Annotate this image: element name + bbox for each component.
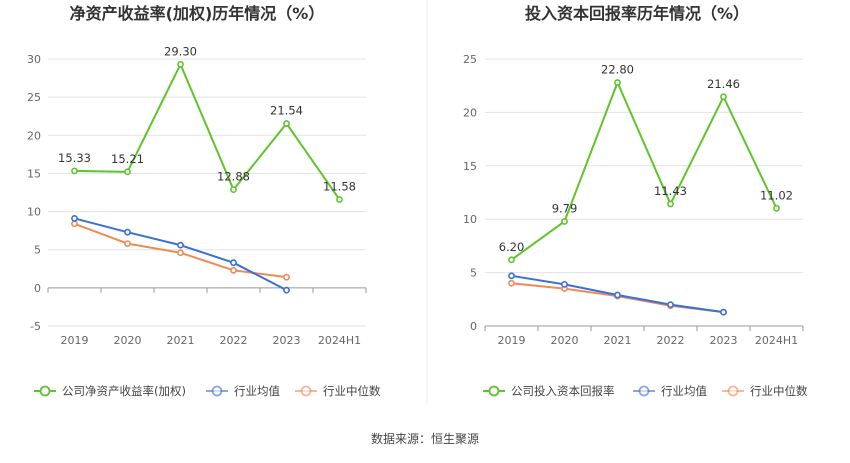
legend-swatch-marker bbox=[211, 385, 223, 397]
x-tick-label: 2019 bbox=[61, 334, 89, 347]
x-tick-label: 2024H1 bbox=[318, 334, 361, 347]
chart-title: 投入资本回报率历年情况（%） bbox=[525, 4, 749, 23]
legend-swatch-marker bbox=[727, 385, 739, 397]
data-label: 21.54 bbox=[270, 104, 303, 118]
y-tick-label: 5 bbox=[34, 244, 41, 257]
x-tick-label: 2024H1 bbox=[755, 334, 798, 347]
data-point-company bbox=[508, 256, 515, 264]
legend-label: 行业均值 bbox=[234, 384, 280, 398]
legend-label: 行业均值 bbox=[661, 384, 707, 398]
x-tick-label: 2021 bbox=[604, 334, 632, 347]
x-tick-label: 2023 bbox=[273, 334, 301, 347]
data-point-avg bbox=[283, 286, 290, 294]
legend-swatch-marker bbox=[300, 385, 312, 397]
legend-label: 行业中位数 bbox=[750, 384, 808, 398]
data-point-avg bbox=[614, 291, 621, 299]
y-tick-label: 0 bbox=[34, 282, 41, 295]
data-source-label: 数据来源：恒生聚源 bbox=[371, 431, 479, 446]
y-tick-label: 10 bbox=[463, 213, 477, 226]
data-point-avg bbox=[667, 301, 674, 309]
x-tick-label: 2022 bbox=[220, 334, 248, 347]
legend-label: 行业中位数 bbox=[323, 384, 381, 398]
x-tick-label: 2021 bbox=[167, 334, 195, 347]
data-label: 15.21 bbox=[111, 152, 144, 166]
data-point-avg bbox=[230, 259, 237, 267]
data-point-company bbox=[71, 167, 78, 175]
data-point-company bbox=[561, 218, 568, 225]
data-point-avg bbox=[177, 241, 184, 249]
y-tick-label: 25 bbox=[27, 91, 41, 104]
data-point-avg bbox=[124, 228, 131, 236]
legend-label: 公司投入资本回报率 bbox=[511, 384, 615, 398]
legend-swatch-marker bbox=[39, 385, 51, 397]
data-point-company bbox=[177, 60, 184, 68]
legend-swatch-marker bbox=[488, 385, 500, 397]
x-tick-label: 2019 bbox=[498, 334, 526, 347]
data-point-avg bbox=[71, 215, 78, 222]
series-line-company bbox=[74, 63, 341, 201]
data-label: 15.33 bbox=[58, 151, 91, 165]
series-line-company bbox=[510, 81, 778, 261]
data-point-company bbox=[614, 79, 621, 86]
data-label: 12.88 bbox=[217, 170, 250, 184]
data-point-median bbox=[230, 266, 237, 274]
data-point-company bbox=[230, 186, 237, 194]
y-tick-label: 10 bbox=[27, 206, 41, 219]
data-point-median bbox=[508, 279, 515, 287]
data-label: 11.58 bbox=[323, 180, 356, 194]
y-tick-label: 20 bbox=[27, 129, 41, 142]
roic-chart: 投入资本回报率历年情况（%） 0 5 10 15 20 25 2019 2020 2021 2022… bbox=[463, 4, 808, 398]
data-label: 22.80 bbox=[601, 62, 634, 76]
data-point-company bbox=[720, 93, 727, 101]
data-point-avg bbox=[720, 308, 727, 316]
x-tick-label: 2023 bbox=[710, 334, 738, 347]
y-tick-label: 5 bbox=[470, 267, 477, 280]
y-tick-label: -5 bbox=[30, 320, 41, 333]
data-point-company bbox=[773, 204, 780, 212]
y-tick-label: 15 bbox=[27, 167, 41, 180]
data-point-median bbox=[283, 273, 290, 281]
legend-swatch-marker bbox=[638, 385, 650, 397]
data-label: 11.43 bbox=[654, 184, 687, 198]
data-point-avg bbox=[508, 272, 515, 280]
x-tick-label: 2020 bbox=[114, 334, 142, 347]
y-tick-label: 25 bbox=[463, 53, 477, 66]
data-point-company bbox=[283, 120, 290, 127]
data-point-median bbox=[71, 220, 78, 228]
data-point-company bbox=[336, 196, 343, 203]
data-label: 29.30 bbox=[164, 44, 197, 58]
roe-chart: 净资产收益率(加权)历年情况（%） -5 0 5 10 15 20 25 30 2019 2020 2… bbox=[27, 4, 381, 398]
data-point-company bbox=[124, 168, 131, 176]
x-tick-label: 2020 bbox=[551, 334, 579, 347]
data-point-median bbox=[124, 240, 131, 248]
data-point-median bbox=[177, 249, 184, 257]
y-tick-label: 0 bbox=[470, 320, 477, 333]
data-point-company bbox=[667, 200, 674, 208]
y-tick-label: 15 bbox=[463, 160, 477, 173]
data-label: 6.20 bbox=[499, 240, 525, 254]
chart-title: 净资产收益率(加权)历年情况（%） bbox=[70, 4, 325, 23]
x-tick-label: 2022 bbox=[657, 334, 685, 347]
data-label: 9.79 bbox=[552, 201, 578, 215]
data-label: 21.46 bbox=[707, 77, 740, 91]
data-point-avg bbox=[561, 280, 568, 288]
legend-label: 公司净资产收益率(加权) bbox=[62, 384, 186, 398]
y-tick-label: 30 bbox=[27, 53, 41, 66]
y-tick-label: 20 bbox=[463, 106, 477, 119]
data-label: 11.02 bbox=[760, 188, 793, 202]
